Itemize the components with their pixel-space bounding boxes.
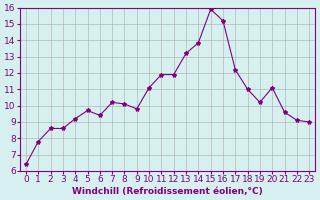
X-axis label: Windchill (Refroidissement éolien,°C): Windchill (Refroidissement éolien,°C) bbox=[72, 187, 263, 196]
